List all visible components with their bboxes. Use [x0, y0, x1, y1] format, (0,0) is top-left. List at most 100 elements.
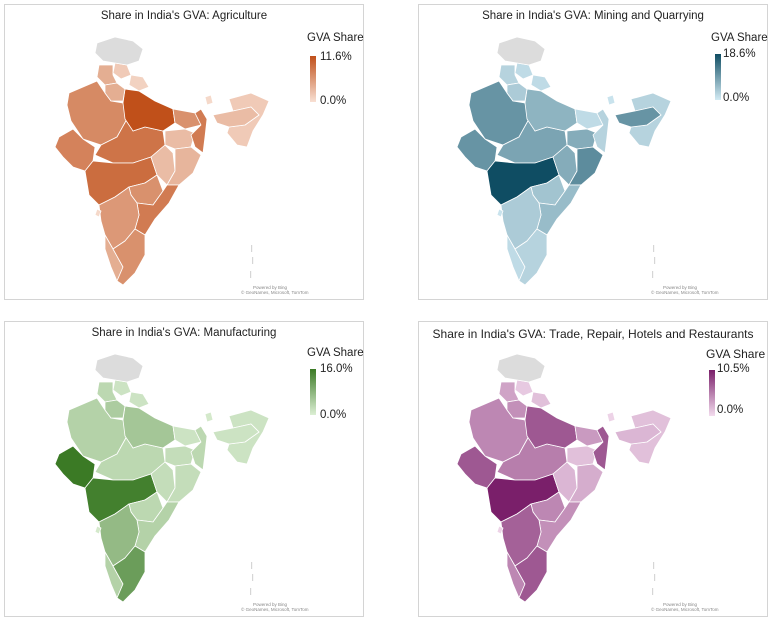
region-sikkim: [204, 411, 214, 423]
color-legend: GVA Share 10.5% 0.0%: [706, 347, 768, 427]
region-karnataka: [500, 503, 542, 567]
region-uttar-pradesh: [122, 405, 176, 449]
region-madhya-pradesh: [496, 435, 568, 481]
map-panel-mining: Share in India's GVA: Mining and Quarryi…: [418, 4, 768, 300]
region-jammu-kashmir: [496, 36, 546, 66]
region-sikkim: [606, 411, 616, 423]
legend-max-label: 10.5%: [717, 363, 750, 375]
credit-line: © GeoNames, Microsoft, TomTom: [241, 290, 309, 295]
india-choropleth-map: [456, 36, 672, 286]
region-bihar: [574, 425, 604, 447]
region-himachal: [514, 62, 534, 80]
legend-max-label: 16.0%: [320, 363, 353, 375]
legend-max-label: 11.6%: [320, 51, 352, 63]
region-jammu-kashmir: [496, 353, 546, 383]
region-himachal: [112, 379, 132, 397]
region-jharkhand: [566, 445, 598, 467]
region-uttarakhand: [530, 391, 552, 409]
map-credit: Powered by Bing © GeoNames, Microsoft, T…: [651, 285, 719, 295]
legend-gradient-bar: [310, 56, 316, 102]
map-title: Share in India's GVA: Agriculture: [100, 10, 268, 22]
island-mark: [251, 245, 253, 252]
region-haryana: [506, 82, 528, 102]
map-title: Share in India's GVA: Trade, Repair, Hot…: [432, 327, 754, 341]
region-west-bengal: [190, 108, 208, 154]
region-assam: [614, 423, 662, 445]
region-uttarakhand: [128, 391, 150, 409]
region-karnataka: [98, 503, 140, 567]
credit-line: Powered by Bing: [253, 285, 288, 290]
region-bihar: [172, 108, 202, 130]
island-mark: [250, 588, 252, 595]
island-mark: [252, 257, 254, 264]
region-madhya-pradesh: [94, 118, 166, 164]
map-credit: Powered by Bing © GeoNames, Microsoft, T…: [651, 602, 719, 612]
region-uttar-pradesh: [524, 88, 578, 132]
region-bihar: [574, 108, 604, 130]
region-tamil-nadu: [112, 228, 146, 286]
region-jammu-kashmir: [94, 36, 144, 66]
credit-line: © GeoNames, Microsoft, TomTom: [651, 607, 719, 612]
region-west-bengal: [592, 425, 610, 471]
map-panel-agriculture: Share in India's GVA: Agriculture GVA Sh…: [4, 4, 364, 300]
color-legend: GVA Share 18.6% 0.0%: [711, 32, 768, 112]
region-madhya-pradesh: [94, 435, 166, 481]
region-goa: [94, 525, 102, 535]
island-mark: [654, 574, 656, 581]
island-mark: [653, 245, 655, 252]
region-odisha: [166, 146, 202, 186]
map-panel-manufacturing: Share in India's GVA: Manufacturing GVA …: [4, 321, 364, 617]
india-choropleth-map: [54, 36, 270, 286]
credit-line: Powered by Bing: [253, 602, 288, 607]
region-karnataka: [500, 186, 542, 250]
region-himachal: [514, 379, 534, 397]
legend-title: GVA Share: [307, 347, 364, 359]
region-odisha: [568, 463, 604, 503]
map-credit: Powered by Bing © GeoNames, Microsoft, T…: [241, 285, 309, 295]
region-tamil-nadu: [514, 228, 548, 286]
legend-max-label: 18.6%: [723, 48, 756, 60]
india-choropleth-map: [456, 353, 672, 603]
map-credit: Powered by Bing © GeoNames, Microsoft, T…: [241, 602, 309, 612]
legend-min-label: 0.0%: [320, 409, 347, 421]
region-west-bengal: [592, 108, 610, 154]
legend-gradient-bar: [709, 370, 715, 416]
region-haryana: [104, 399, 126, 419]
color-legend: GVA Share 16.0% 0.0%: [307, 347, 364, 427]
color-legend: GVA Share 11.6% 0.0%: [307, 32, 364, 112]
island-mark: [654, 257, 656, 264]
region-assam: [212, 106, 260, 128]
credit-line: © GeoNames, Microsoft, TomTom: [651, 290, 719, 295]
region-west-bengal: [190, 425, 208, 471]
region-uttar-pradesh: [122, 88, 176, 132]
legend-min-label: 0.0%: [723, 92, 750, 104]
island-mark: [250, 271, 252, 278]
region-tamil-nadu: [514, 545, 548, 603]
region-assam: [614, 106, 662, 128]
island-mark: [653, 562, 655, 569]
credit-line: Powered by Bing: [663, 602, 698, 607]
island-mark: [252, 574, 254, 581]
region-sikkim: [606, 94, 616, 106]
legend-min-label: 0.0%: [717, 404, 744, 416]
map-title: Share in India's GVA: Mining and Quarryi…: [482, 10, 704, 22]
region-uttarakhand: [128, 74, 150, 92]
region-jharkhand: [164, 128, 196, 150]
legend-title: GVA Share: [307, 32, 364, 44]
region-madhya-pradesh: [496, 118, 568, 164]
region-goa: [496, 208, 504, 218]
region-haryana: [506, 399, 528, 419]
credit-line: Powered by Bing: [663, 285, 698, 290]
region-himachal: [112, 62, 132, 80]
region-tamil-nadu: [112, 545, 146, 603]
region-jharkhand: [164, 445, 196, 467]
region-uttar-pradesh: [524, 405, 578, 449]
island-mark: [652, 271, 654, 278]
india-choropleth-map: [54, 353, 270, 603]
legend-gradient-bar: [715, 54, 721, 100]
region-jammu-kashmir: [94, 353, 144, 383]
credit-line: © GeoNames, Microsoft, TomTom: [241, 607, 309, 612]
region-odisha: [568, 146, 604, 186]
map-panel-trade-hotels: Share in India's GVA: Trade, Repair, Hot…: [418, 321, 768, 617]
island-mark: [652, 588, 654, 595]
